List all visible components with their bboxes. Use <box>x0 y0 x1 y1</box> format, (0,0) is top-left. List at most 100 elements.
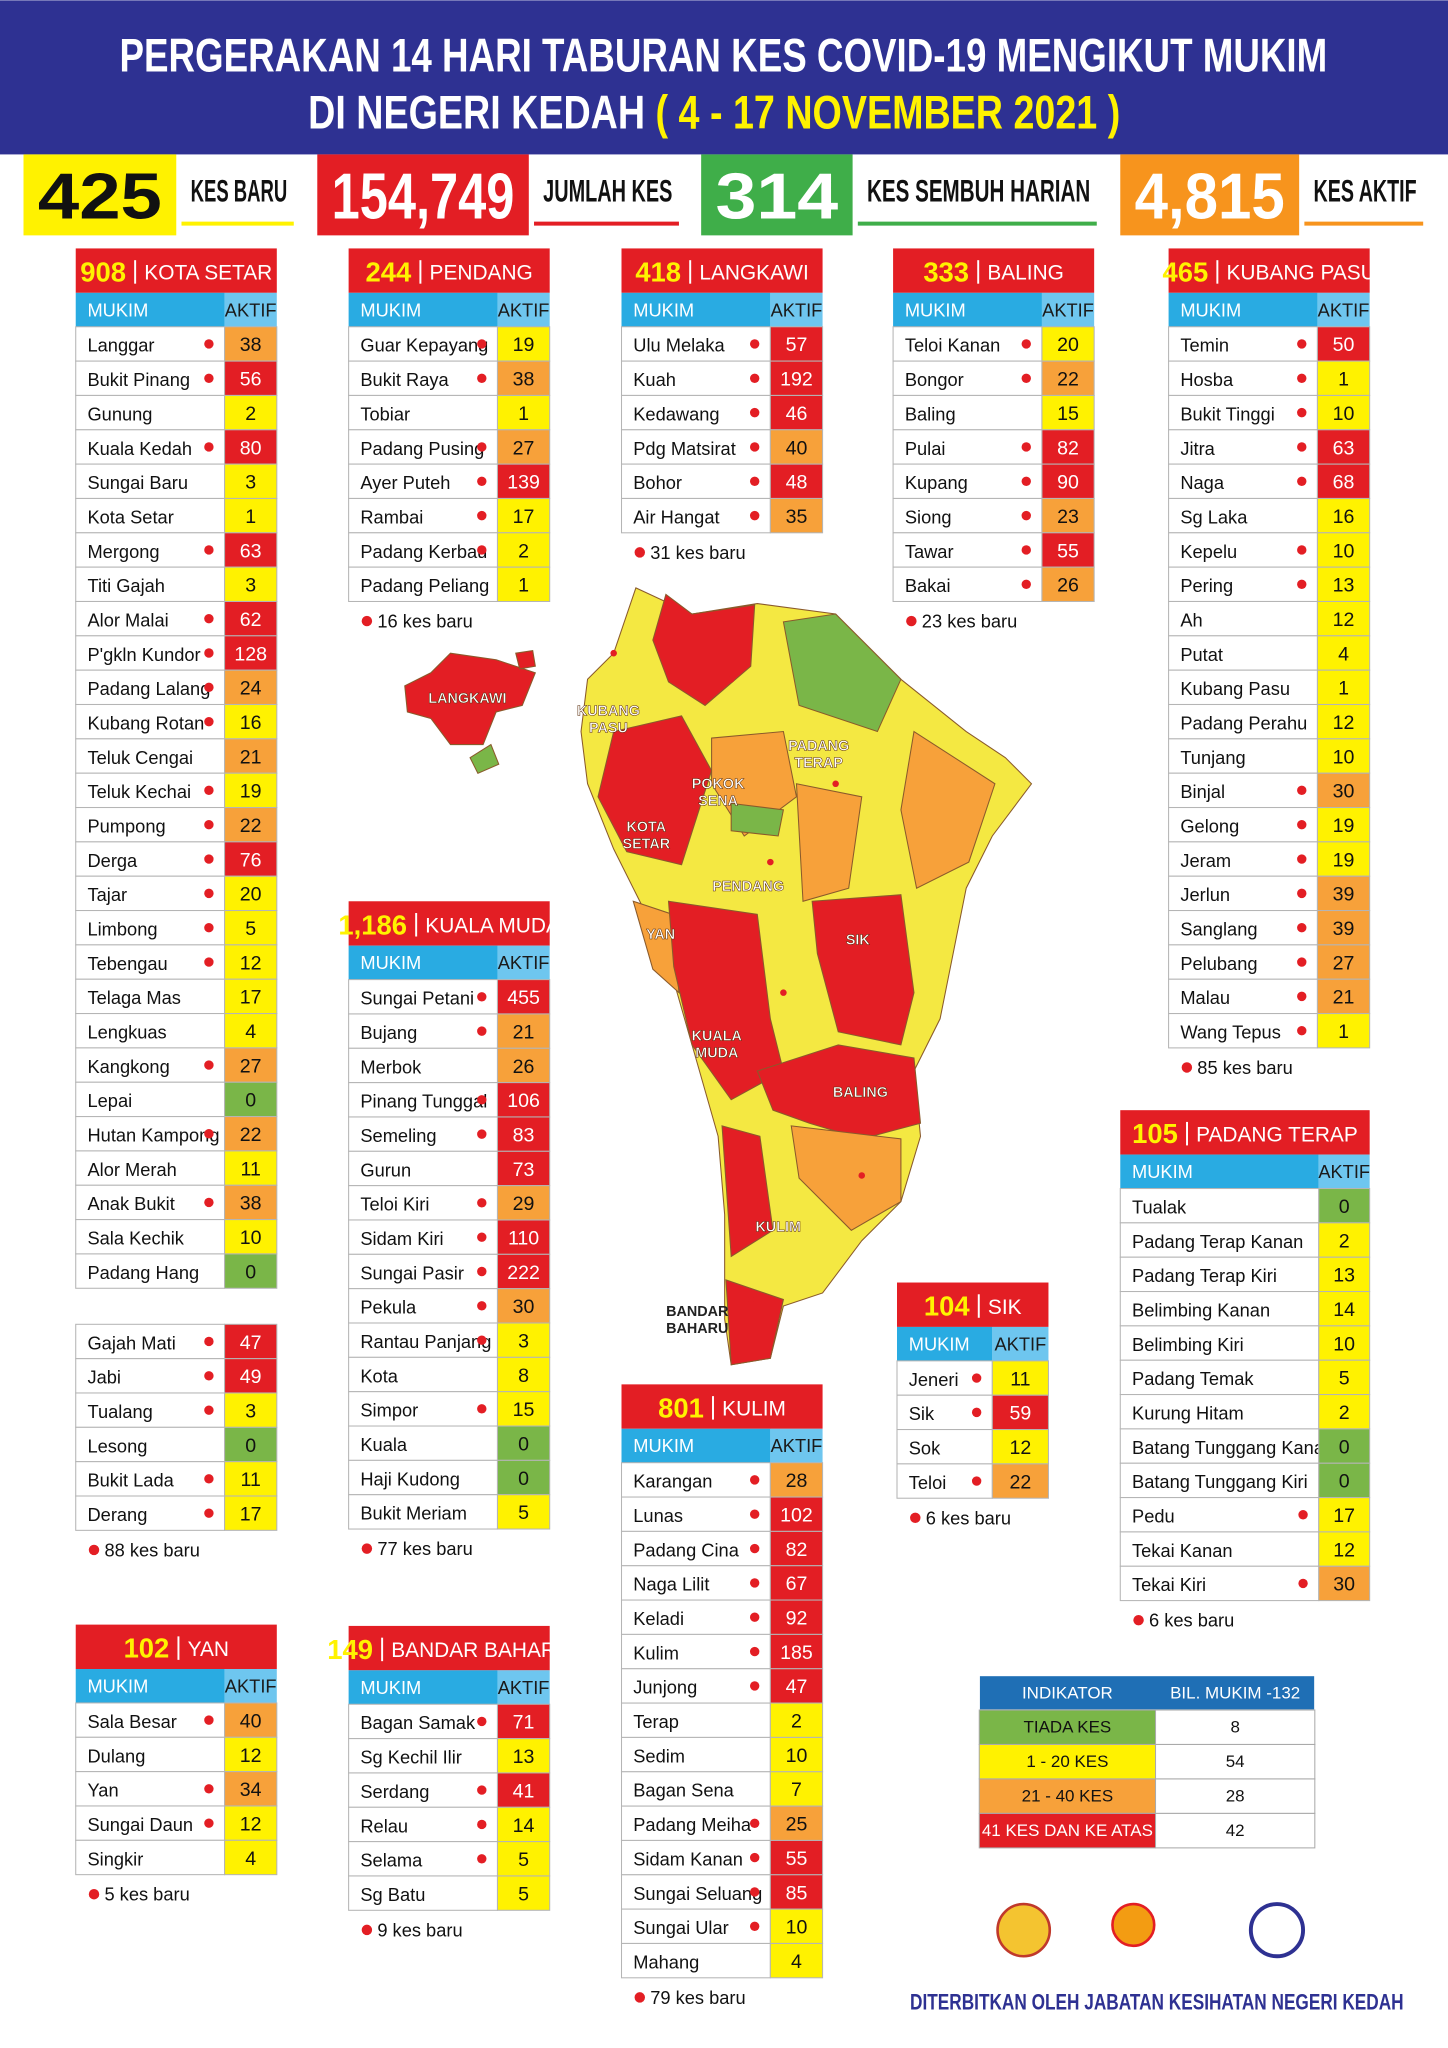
aktif-value: 26 <box>513 1056 535 1078</box>
mukim-name: Tekai Kanan <box>1132 1540 1233 1561</box>
new-case-dot <box>204 716 214 727</box>
map-label-line: KUBANG <box>577 703 640 719</box>
mukim-name: Guar Kepayang <box>360 335 488 356</box>
mukim-name: Padang Temak <box>1132 1368 1254 1389</box>
row-bg <box>892 463 1043 499</box>
row-bg <box>1168 326 1318 362</box>
district-name: PENDANG <box>430 262 533 285</box>
aktif-value: 455 <box>507 987 540 1009</box>
stat-label: KES SEMBUH HARIAN <box>867 173 1090 208</box>
new-case-dot <box>204 1474 214 1484</box>
aktif-value: 4 <box>245 1021 256 1043</box>
aktif-cell <box>769 326 824 362</box>
aktif-value: 12 <box>1333 712 1355 734</box>
col-header-text: AKTIF <box>225 1675 277 1696</box>
aktif-cell <box>496 394 551 431</box>
mukim-name: Sala Kechik <box>87 1228 184 1249</box>
aktif-value: 13 <box>1333 1265 1355 1287</box>
aktif-cell <box>496 1219 551 1255</box>
row-bg <box>348 429 498 465</box>
aktif-value: 139 <box>507 472 540 494</box>
new-case-dot <box>749 339 760 349</box>
new-case-dot <box>971 1476 982 1486</box>
aktif-value: 4 <box>245 1848 256 1870</box>
mukim-name: Naga <box>1180 472 1225 493</box>
aktif-value: 4 <box>1338 643 1349 665</box>
mukim-name: Sungai Seluang <box>633 1883 762 1904</box>
aktif-value: 1 <box>1338 1021 1349 1043</box>
new-case-dot <box>1021 579 1031 590</box>
row-bg <box>620 1599 771 1635</box>
aktif-value: 71 <box>513 1712 535 1734</box>
col-header <box>893 292 1042 327</box>
mukim-name: Gunung <box>87 403 152 424</box>
row-bg <box>1119 1187 1320 1224</box>
aktif-value: 19 <box>513 334 535 356</box>
new-case-dot <box>1297 819 1307 830</box>
aktif-value: 10 <box>1333 540 1355 562</box>
aktif-value: 38 <box>513 369 535 391</box>
map-label-line: BANDAR <box>666 1304 729 1320</box>
new-case-dot <box>749 1475 760 1485</box>
aktif-cell <box>224 463 278 499</box>
aktif-value: 0 <box>1339 1436 1350 1458</box>
aktif-value: 17 <box>513 506 535 528</box>
row-bg <box>1168 910 1318 946</box>
col-header-text: MUKIM <box>360 952 421 973</box>
col-header-text: MUKIM <box>87 299 148 320</box>
mukim-name: Baling <box>905 403 956 424</box>
aktif-cell <box>769 429 824 465</box>
district-header <box>75 248 277 293</box>
new-case-dot <box>749 407 760 418</box>
aktif-value: 38 <box>240 334 262 356</box>
mukim-name: Padang Pusing <box>360 438 484 459</box>
row-bg <box>620 1565 771 1601</box>
aktif-cell <box>224 1219 278 1255</box>
new-case-dot <box>749 1612 760 1622</box>
aktif-value: 2 <box>1339 1402 1350 1424</box>
row-bg <box>348 1772 498 1808</box>
new-case-dot <box>971 1407 982 1418</box>
col-header <box>1168 292 1318 327</box>
note-dot <box>88 1544 100 1556</box>
stat-value: 425 <box>38 160 162 233</box>
aktif-cell <box>1316 497 1371 534</box>
aktif-cell <box>496 1253 551 1290</box>
mukim-name: Bongor <box>905 369 964 390</box>
new-case-dot <box>204 1129 214 1139</box>
aktif-cell <box>1041 429 1095 465</box>
district-total: 149 <box>327 1634 373 1665</box>
row-bg <box>620 463 771 499</box>
aktif-cell <box>496 1322 551 1358</box>
mukim-name: Merbok <box>360 1056 422 1077</box>
row-bg <box>1168 394 1318 431</box>
new-case-dot <box>477 1266 487 1277</box>
aktif-value: 13 <box>1333 575 1355 597</box>
mukim-name: Teluk Kechai <box>87 781 191 802</box>
mukim-name: Naga Lilit <box>633 1574 709 1595</box>
new-case-dot <box>1297 785 1307 796</box>
row-bg <box>1168 635 1318 671</box>
district-name: KUALA MUDA <box>425 915 560 938</box>
row-bg <box>1168 532 1318 568</box>
col-header <box>348 292 498 327</box>
mukim-name: Terap <box>633 1711 679 1732</box>
title-line: DI NEGERI KEDAH( 4 - 17 NOVEMBER 2021 ) <box>308 85 1120 138</box>
note: 9 kes baru <box>377 1919 462 1940</box>
new-case-dot <box>477 476 487 486</box>
mukim-name: Sungai Baru <box>87 472 188 493</box>
map-region <box>795 783 863 902</box>
legend-count-cell <box>1155 1812 1316 1849</box>
mukim-name: Kuah <box>633 369 676 390</box>
mukim-name: Selama <box>360 1850 423 1871</box>
aktif-value: 12 <box>1333 609 1355 631</box>
mukim-name: Rantau Panjang <box>360 1331 491 1352</box>
new-case-dot <box>204 819 214 830</box>
aktif-cell <box>224 1805 278 1841</box>
mukim-name: Sungai Ular <box>633 1917 728 1938</box>
row-bg <box>348 1047 498 1084</box>
mukim-name: Kangkong <box>87 1056 169 1077</box>
row-bg <box>75 326 226 362</box>
col-header <box>75 1669 225 1703</box>
col-header <box>497 1670 550 1705</box>
